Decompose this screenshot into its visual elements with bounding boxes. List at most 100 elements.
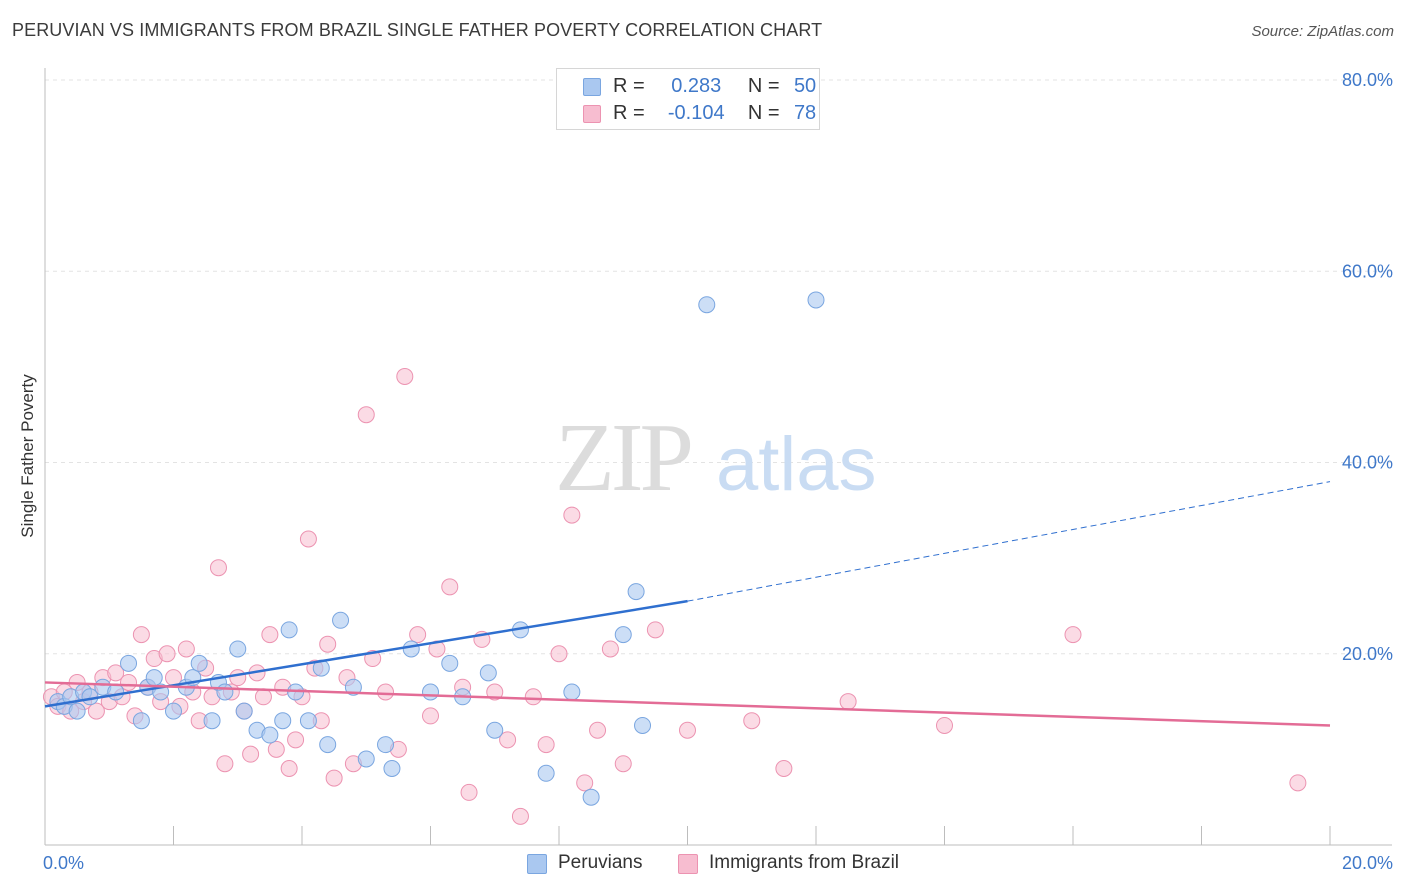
brazil-point [229, 669, 247, 687]
brazil-point [563, 506, 581, 524]
peruvians-point [344, 678, 362, 696]
brazil-point [280, 760, 298, 777]
legend-r-value-peruvians: 0.283 [671, 75, 722, 97]
peruvians-point [68, 702, 86, 720]
brazil-point [839, 693, 857, 711]
brazil-point [524, 688, 542, 706]
peruvians-trend-line [44, 599, 688, 708]
peruvians-point [145, 669, 163, 687]
peruvians-point [614, 626, 632, 644]
peruvians-point [332, 611, 350, 629]
peruvians-point [165, 702, 182, 720]
brazil-point [409, 626, 427, 644]
legend-r-label: R = [613, 75, 645, 97]
source-label: Source: ZipAtlas.com [1251, 23, 1394, 40]
peruvians-point [698, 296, 716, 314]
legend-n-label: N = [747, 75, 780, 97]
peruvians-point [402, 640, 420, 658]
y-tick-label: 40.0% [1342, 453, 1393, 473]
peruvians-point [582, 788, 600, 806]
brazil-point [679, 721, 696, 739]
peruvians-trend-extension [687, 481, 1331, 602]
peruvians-point [299, 712, 317, 730]
bottom-legend-label-peruvians: Peruvians [558, 852, 643, 873]
brazil-point [775, 760, 793, 777]
trend-lines [44, 481, 1331, 727]
peruvians-point [190, 654, 208, 672]
bottom-legend-label-brazil: Immigrants from Brazil [709, 852, 900, 873]
brazil-point [511, 807, 529, 825]
peruvians-point [563, 683, 581, 701]
brazil-point [357, 406, 375, 424]
series-peruvians-points [49, 291, 825, 806]
brazil-point [87, 702, 105, 720]
chart-title: PERUVIAN VS IMMIGRANTS FROM BRAZIL SINGL… [12, 20, 823, 40]
brazil-point [158, 645, 176, 663]
legend-r-label: R = [613, 102, 645, 124]
peruvians-point [274, 712, 292, 730]
peruvians-point [235, 702, 253, 720]
peruvians-point [107, 683, 125, 701]
tick-labels: 20.0% 40.0% 60.0% 80.0% 0.0% 20.0% [43, 70, 1393, 873]
peruvians-point [203, 712, 221, 730]
grid-layer [45, 79, 1392, 655]
peruvians-point [627, 583, 645, 601]
brazil-point [132, 626, 150, 644]
stats-legend: R = 0.283 N = 50 R = -0.104 N = 78 [556, 68, 820, 130]
y-tick-label: 80.0% [1342, 70, 1393, 90]
bottom-legend-swatch-brazil [678, 854, 698, 874]
brazil-point [936, 716, 953, 734]
peruvians-point [634, 716, 652, 734]
axis-layer [44, 68, 1392, 846]
brazil-point [550, 645, 568, 663]
peruvians-point [422, 683, 439, 701]
bottom-legend-swatch-peruvians [527, 854, 547, 874]
brazil-point [287, 731, 305, 749]
peruvians-point [319, 736, 337, 754]
peruvians-point [120, 654, 138, 672]
legend-swatch-peruvians [583, 78, 601, 96]
brazil-point [743, 712, 761, 730]
brazil-point [107, 664, 125, 682]
brazil-point [601, 640, 619, 658]
brazil-point [589, 721, 607, 739]
brazil-point [486, 683, 504, 701]
brazil-point [422, 707, 439, 725]
brazil-point [261, 626, 279, 644]
legend-n-label: N = [747, 102, 780, 124]
peruvians-point [383, 760, 401, 777]
brazil-point [177, 640, 195, 658]
peruvians-point [479, 664, 497, 682]
peruvians-point [229, 640, 247, 658]
watermark: ZIP atlas [555, 404, 877, 512]
x-tick-label-min: 0.0% [43, 853, 84, 873]
peruvians-point [132, 712, 150, 730]
peruvians-point [537, 764, 555, 782]
legend-swatch-brazil [583, 105, 601, 123]
legend-r-value-brazil: -0.104 [667, 102, 725, 124]
legend-n-value-peruvians: 50 [793, 75, 817, 97]
y-tick-label: 60.0% [1342, 261, 1393, 281]
watermark-atlas: atlas [716, 422, 877, 507]
y-tick-label: 20.0% [1342, 644, 1393, 664]
brazil-point [377, 683, 395, 701]
brazil-point [1289, 774, 1307, 792]
brazil-point [441, 578, 459, 596]
brazil-point [267, 740, 285, 758]
brazil-point [299, 530, 317, 548]
peruvians-point [357, 750, 375, 768]
peruvians-point [441, 654, 459, 672]
peruvians-point [377, 736, 395, 754]
brazil-point [209, 559, 227, 577]
brazil-point [537, 736, 555, 754]
x-tick-label-max: 20.0% [1342, 853, 1393, 873]
watermark-zip: ZIP [555, 404, 690, 512]
brazil-point [396, 367, 414, 385]
brazil-point [216, 755, 234, 773]
peruvians-point [807, 291, 825, 309]
brazil-point [576, 774, 594, 792]
brazil-point [646, 621, 664, 639]
brazil-point [460, 783, 478, 801]
peruvians-point [261, 726, 279, 744]
